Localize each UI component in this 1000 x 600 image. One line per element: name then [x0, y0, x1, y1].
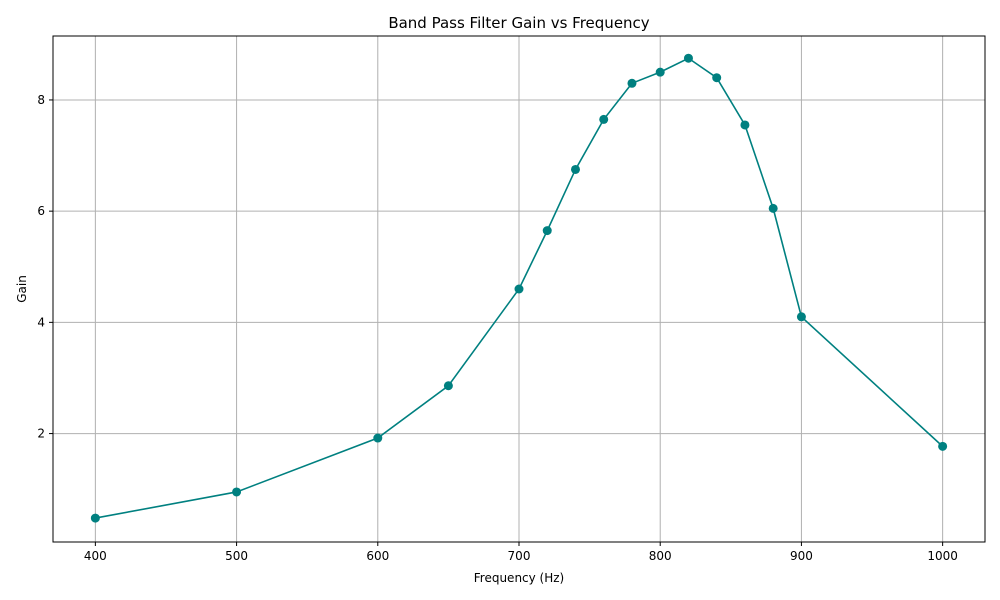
- data-point: [740, 120, 750, 130]
- tick-layer: 400 500 600 700 800 900 1000 2 4 6 8: [37, 93, 958, 563]
- data-point: [599, 114, 609, 124]
- y-tick-label: 8: [37, 93, 45, 107]
- y-tick-label: 6: [37, 204, 45, 218]
- data-point: [683, 53, 693, 63]
- data-point: [443, 381, 453, 391]
- x-tick-label: 900: [790, 549, 813, 563]
- data-point: [938, 441, 948, 451]
- grid-layer: [53, 36, 985, 542]
- y-axis-label: Gain: [15, 275, 29, 303]
- series-line: [95, 57, 944, 519]
- data-point: [655, 67, 665, 77]
- x-tick-label: 1000: [927, 549, 958, 563]
- data-point: [712, 73, 722, 83]
- x-tick-label: 400: [84, 549, 107, 563]
- data-point: [373, 433, 383, 443]
- data-point: [542, 226, 552, 236]
- data-point: [232, 487, 242, 497]
- x-axis-label: Frequency (Hz): [474, 571, 565, 585]
- x-tick-label: 600: [366, 549, 389, 563]
- data-point: [627, 78, 637, 88]
- data-point: [90, 513, 100, 523]
- chart-title: Band Pass Filter Gain vs Frequency: [388, 14, 649, 32]
- data-point: [570, 164, 580, 174]
- y-tick-label: 4: [37, 315, 45, 329]
- data-point: [796, 312, 806, 322]
- x-tick-label: 700: [508, 549, 531, 563]
- data-point: [768, 203, 778, 213]
- x-tick-label: 800: [649, 549, 672, 563]
- y-tick-label: 2: [37, 427, 45, 441]
- series-layer: [90, 53, 948, 523]
- x-tick-label: 500: [225, 549, 248, 563]
- plot-frame: [52, 35, 986, 543]
- data-point: [514, 284, 524, 294]
